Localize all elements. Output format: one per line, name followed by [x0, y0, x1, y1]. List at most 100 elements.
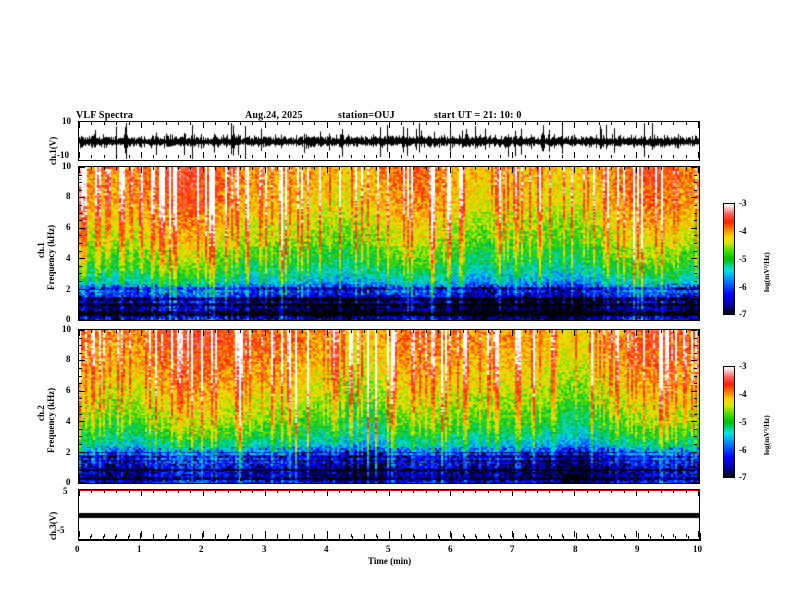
- panel-tick: [141, 152, 142, 158]
- panel-tick: [178, 315, 179, 318]
- panel-tick: [141, 475, 142, 481]
- panel-tick: [141, 490, 142, 496]
- panel-tick: [389, 312, 390, 318]
- panel-tick: [401, 315, 402, 318]
- panel-tick: [599, 478, 600, 481]
- x-axis-tick-label: 10: [693, 544, 702, 554]
- x-axis-minor-tick: [215, 536, 216, 540]
- panel-tick: [265, 475, 266, 481]
- panel-tick: [673, 478, 674, 481]
- panel-tick: [648, 330, 649, 333]
- panel-tick: [450, 312, 451, 318]
- x-axis-minor-tick: [613, 536, 614, 540]
- panel-tick: [438, 534, 439, 537]
- panel-tick: [178, 534, 179, 537]
- panel-tick: [289, 167, 290, 170]
- panel-tick: [611, 490, 612, 493]
- panel-tick: [116, 122, 117, 125]
- x-axis-major-tick: [638, 533, 639, 540]
- panel-tick: [694, 266, 697, 267]
- panel-tick: [450, 475, 451, 481]
- panel-tick: [624, 490, 625, 493]
- panel-tick: [178, 122, 179, 125]
- panel-tick: [339, 330, 340, 333]
- x-axis-major-tick: [451, 533, 452, 540]
- x-axis-minor-tick: [551, 536, 552, 540]
- panel-tick: [525, 534, 526, 537]
- panel-tick: [587, 315, 588, 318]
- panel-tick: [252, 330, 253, 333]
- panel-tick: [426, 122, 427, 125]
- panel-tick: [694, 338, 697, 339]
- colorbar-ch2-tick--6: -6: [739, 445, 747, 455]
- panel-tick: [463, 490, 464, 493]
- panel-tick: [228, 315, 229, 318]
- panel-tick: [339, 490, 340, 493]
- panel-tick: [252, 315, 253, 318]
- panel-tick: [587, 330, 588, 333]
- panel-tick: [599, 315, 600, 318]
- panel-tick: [694, 444, 697, 445]
- x-axis-major-tick: [78, 533, 79, 540]
- panel-tick: [698, 152, 699, 158]
- panel-tick: [141, 531, 142, 537]
- ch2-spec-ytick-10: 10: [62, 324, 71, 334]
- panel-tick: [450, 122, 451, 128]
- panel-tick: [537, 490, 538, 493]
- panel-tick: [661, 315, 662, 318]
- panel-tick: [698, 475, 699, 481]
- panel-tick: [240, 478, 241, 481]
- panel-tick: [389, 152, 390, 158]
- panel-tick: [79, 353, 82, 354]
- panel-tick: [265, 531, 266, 537]
- panel-tick: [413, 122, 414, 125]
- panel-tick: [694, 311, 697, 312]
- panel-tick: [587, 155, 588, 158]
- panel-tick: [636, 475, 637, 481]
- ch3-ytick-top: 5: [63, 486, 68, 496]
- panel-tick: [141, 122, 142, 128]
- panel-tick: [500, 155, 501, 158]
- panel-tick: [438, 167, 439, 170]
- panel-tick: [228, 122, 229, 125]
- x-axis-label: Time (min): [368, 556, 412, 566]
- panel-tick: [401, 534, 402, 537]
- panel-tick: [475, 330, 476, 333]
- panel-tick: [240, 122, 241, 125]
- colorbar-ch1-tick--4: -4: [739, 226, 747, 236]
- panel-tick: [401, 167, 402, 170]
- panel-tick: [91, 478, 92, 481]
- panel-tick: [587, 490, 588, 493]
- panel-tick: [302, 534, 303, 537]
- panel-tick: [153, 315, 154, 318]
- x-axis-minor-tick: [588, 536, 589, 540]
- panel-tick: [401, 155, 402, 158]
- panel-tick: [327, 167, 328, 173]
- panel-ch2-spectrogram: [78, 329, 700, 484]
- panel-tick: [694, 182, 697, 183]
- panel-tick: [686, 155, 687, 158]
- panel-tick: [203, 490, 204, 496]
- panel-tick: [463, 478, 464, 481]
- x-axis-minor-tick: [489, 536, 490, 540]
- panel-tick: [314, 478, 315, 481]
- panel-tick: [698, 122, 699, 128]
- panel-tick: [475, 478, 476, 481]
- panel-tick: [426, 330, 427, 333]
- panel-tick: [525, 315, 526, 318]
- panel-tick: [698, 330, 699, 336]
- panel-tick: [562, 315, 563, 318]
- panel-tick: [79, 258, 85, 259]
- panel-tick: [574, 122, 575, 128]
- panel-tick: [166, 490, 167, 493]
- panel-tick: [691, 421, 697, 422]
- panel-tick: [79, 213, 82, 214]
- x-axis-minor-tick: [401, 536, 402, 540]
- panel-tick: [537, 122, 538, 125]
- panel-tick: [599, 167, 600, 170]
- ch1-ytick-top: 10: [62, 116, 71, 126]
- panel-ch1-waveform: [78, 121, 700, 161]
- ch1-spec-ylabel-line2: Frequency (kHz): [46, 224, 56, 290]
- panel-tick: [389, 531, 390, 537]
- colorbar-ch1-tick--5: -5: [739, 254, 747, 264]
